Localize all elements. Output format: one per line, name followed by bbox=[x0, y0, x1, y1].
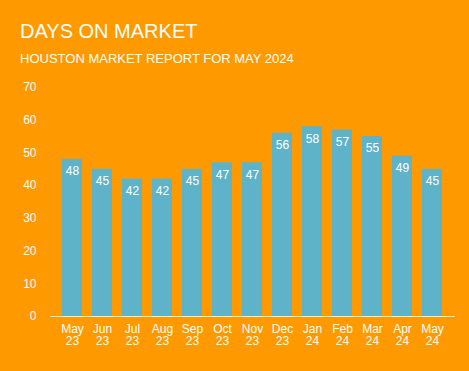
svg-text:Nov23: Nov23 bbox=[242, 322, 263, 348]
svg-text:47: 47 bbox=[246, 168, 260, 182]
svg-text:42: 42 bbox=[126, 184, 140, 198]
svg-text:Jul23: Jul23 bbox=[125, 322, 140, 348]
svg-text:Sep23: Sep23 bbox=[182, 322, 204, 348]
svg-text:60: 60 bbox=[23, 113, 37, 127]
svg-text:40: 40 bbox=[23, 178, 37, 192]
svg-text:45: 45 bbox=[186, 174, 200, 188]
svg-text:47: 47 bbox=[216, 168, 230, 182]
html-text:HOUSTON MARKET REPORT FOR MAY: HOUSTON MARKET REPORT FOR MAY 2024 bbox=[20, 51, 294, 66]
svg-text:30: 30 bbox=[23, 211, 37, 225]
svg-text:Jun23: Jun23 bbox=[93, 322, 112, 348]
svg-text:45: 45 bbox=[96, 174, 110, 188]
html-text:DAYS ON MARKET: DAYS ON MARKET bbox=[20, 20, 198, 42]
svg-text:49: 49 bbox=[396, 161, 410, 175]
svg-text:58: 58 bbox=[306, 132, 320, 146]
svg-text:56: 56 bbox=[276, 138, 290, 152]
svg-text:50: 50 bbox=[23, 146, 37, 160]
svg-text:Aug23: Aug23 bbox=[152, 322, 173, 348]
svg-text:45: 45 bbox=[426, 174, 440, 188]
svg-text:Feb24: Feb24 bbox=[332, 322, 353, 348]
svg-text:May23: May23 bbox=[61, 322, 84, 348]
svg-text:May24: May24 bbox=[421, 322, 444, 348]
svg-text:70: 70 bbox=[23, 80, 37, 94]
svg-text:20: 20 bbox=[23, 244, 37, 258]
svg-text:Oct23: Oct23 bbox=[213, 322, 232, 348]
svg-text:57: 57 bbox=[336, 135, 350, 149]
svg-text:Dec23: Dec23 bbox=[272, 322, 293, 348]
svg-text:Apr24: Apr24 bbox=[393, 322, 412, 348]
svg-text:0: 0 bbox=[30, 309, 37, 323]
svg-text:Mar24: Mar24 bbox=[362, 322, 383, 348]
svg-text:10: 10 bbox=[23, 277, 37, 291]
svg-text:42: 42 bbox=[156, 184, 170, 198]
svg-text:48: 48 bbox=[66, 164, 80, 178]
svg-text:Jan24: Jan24 bbox=[303, 322, 322, 348]
svg-text:55: 55 bbox=[366, 141, 380, 155]
